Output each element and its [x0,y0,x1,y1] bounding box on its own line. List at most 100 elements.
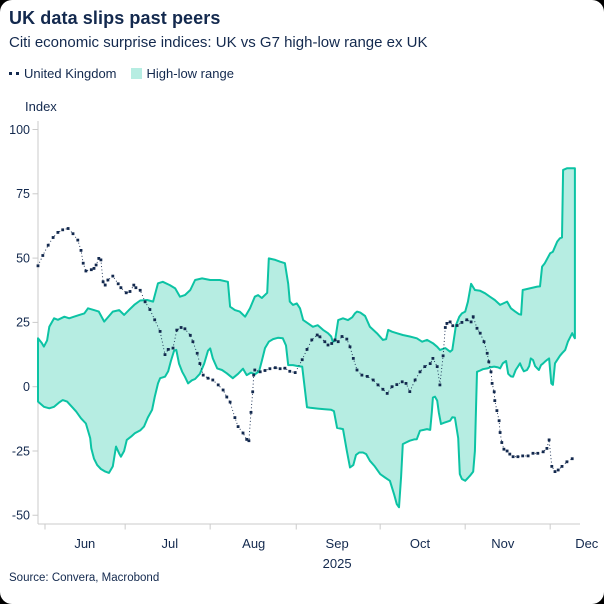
uk-marker [163,353,167,356]
uk-marker [216,383,220,387]
uk-marker [36,264,40,268]
uk-marker [485,351,489,355]
y-tick-label: 0 [23,380,30,394]
uk-marker [245,438,249,441]
dotted-line-marker-icon [9,72,19,75]
uk-marker [333,338,337,342]
uk-marker [188,333,192,337]
uk-marker [148,308,152,311]
uk-marker [195,351,199,355]
area-swatch-icon [130,68,142,79]
uk-marker [431,357,435,360]
x-year-label: 2025 [323,556,352,571]
uk-marker [511,455,515,459]
uk-marker [233,416,237,419]
uk-marker [445,322,449,325]
uk-marker [355,368,359,372]
uk-marker [124,291,128,295]
source-note: Source: Convera, Macrobond [9,572,160,584]
uk-marker [249,411,253,414]
uk-marker [441,354,445,358]
uk-marker [71,232,75,236]
uk-marker [516,455,520,459]
uk-marker [492,390,496,394]
uk-marker [521,454,525,458]
uk-marker [268,367,272,371]
uk-marker [541,450,545,454]
uk-marker [475,326,479,330]
uk-marker [381,387,385,391]
x-month-label: Sep [326,536,349,551]
uk-marker [46,243,50,247]
x-month-label: Dec [575,536,599,551]
uk-marker [408,390,412,393]
uk-marker [116,282,120,286]
uk-marker [536,451,540,455]
uk-marker [236,425,240,428]
uk-marker [390,385,394,389]
uk-marker [206,376,210,380]
uk-marker [565,460,569,464]
uk-marker [418,370,422,374]
uk-marker [79,249,83,252]
uk-marker [323,340,327,344]
band-area [38,168,575,508]
uk-marker [228,400,232,404]
uk-marker [258,370,262,374]
uk-marker [103,283,107,287]
uk-marker [469,320,473,324]
uk-marker [547,438,551,442]
uk-marker [61,228,65,232]
uk-marker [385,392,389,395]
uk-marker [340,335,344,338]
y-tick-label: 100 [9,123,30,137]
x-month-label: Nov [491,536,515,551]
uk-marker [351,357,355,360]
uk-marker [487,360,491,364]
uk-marker [531,451,535,455]
uk-marker [263,369,267,372]
uk-marker [336,340,340,344]
uk-marker [128,290,132,293]
y-tick-label: 50 [16,251,30,265]
uk-marker [138,288,142,292]
uk-marker [497,419,501,423]
x-month-label: Aug [242,536,265,551]
chart-subtitle: Citi economic surprise indices: UK vs G7… [9,34,428,51]
uk-marker [278,367,282,371]
uk-marker [478,331,482,335]
legend-range-label: High-low range [146,66,234,81]
uk-marker [545,447,549,450]
uk-marker [502,447,506,451]
band-outline [37,167,576,509]
uk-marker [455,324,459,327]
uk-marker [273,366,277,370]
uk-marker [404,382,408,385]
uk-marker [345,337,349,341]
y-tick-label: 75 [16,187,30,201]
uk-marker [81,261,85,265]
uk-marker [443,326,447,329]
legend-item-range: High-low range [130,66,234,81]
uk-marker [560,465,564,468]
legend: United Kingdom High-low range [9,66,234,81]
uk-marker [201,373,205,377]
uk-marker [183,327,187,331]
uk-marker [556,468,560,472]
uk-marker [253,368,257,372]
uk-marker [56,231,60,234]
uk-marker [211,378,215,382]
uk-marker [423,365,427,368]
uk-marker [482,340,486,344]
uk-marker [252,373,256,377]
uk-marker [134,286,138,290]
uk-marker [489,370,493,374]
uk-marker [179,326,183,329]
uk-marker [89,268,93,272]
uk-marker [448,320,452,324]
uk-marker [305,348,309,351]
uk-marker [225,395,229,399]
uk-marker [94,263,98,267]
uk-marker [111,274,115,278]
uk-marker [293,371,297,374]
